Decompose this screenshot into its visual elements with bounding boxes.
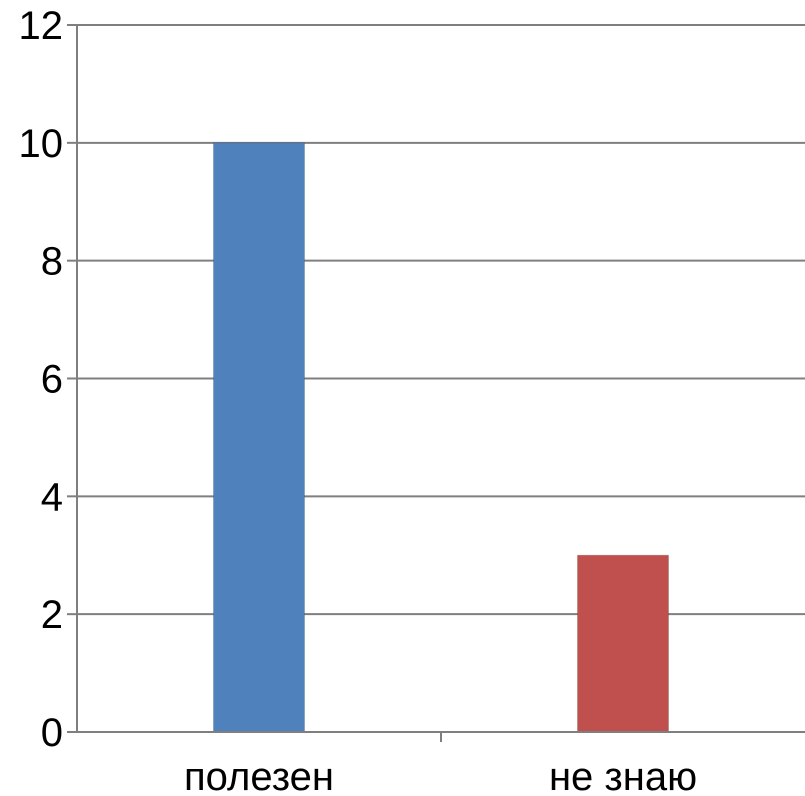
bar-1: [577, 554, 669, 733]
gridlines: [77, 24, 805, 616]
y-tick-label-2: 2: [41, 593, 63, 637]
y-tick-label-8: 8: [41, 240, 63, 284]
x-axis-labels: полезен не знаю: [184, 755, 697, 796]
x-tick-label-1: не знаю: [549, 755, 697, 796]
x-tick-label-0: полезен: [184, 755, 334, 796]
bar-0: [213, 142, 305, 733]
bars: [213, 142, 669, 733]
y-tick-label-0: 0: [41, 711, 63, 755]
y-tick-label-12: 12: [19, 4, 64, 48]
y-axis-ticks: 0 2 4 6 8 10 12: [19, 4, 77, 755]
y-tick-label-4: 4: [41, 475, 63, 519]
y-tick-label-10: 10: [19, 122, 64, 166]
y-tick-label-6: 6: [41, 358, 63, 402]
axes: [76, 25, 805, 742]
